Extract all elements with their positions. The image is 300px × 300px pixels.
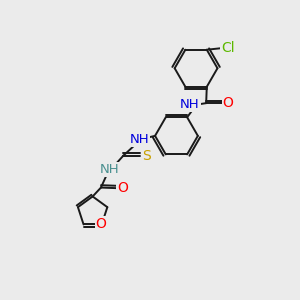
- Text: O: O: [223, 96, 234, 110]
- Text: O: O: [118, 181, 128, 195]
- Text: S: S: [142, 149, 151, 163]
- Text: NH: NH: [130, 133, 149, 146]
- Text: NH: NH: [100, 163, 120, 176]
- Text: NH: NH: [180, 98, 200, 111]
- Text: Cl: Cl: [221, 41, 234, 55]
- Text: O: O: [96, 218, 106, 231]
